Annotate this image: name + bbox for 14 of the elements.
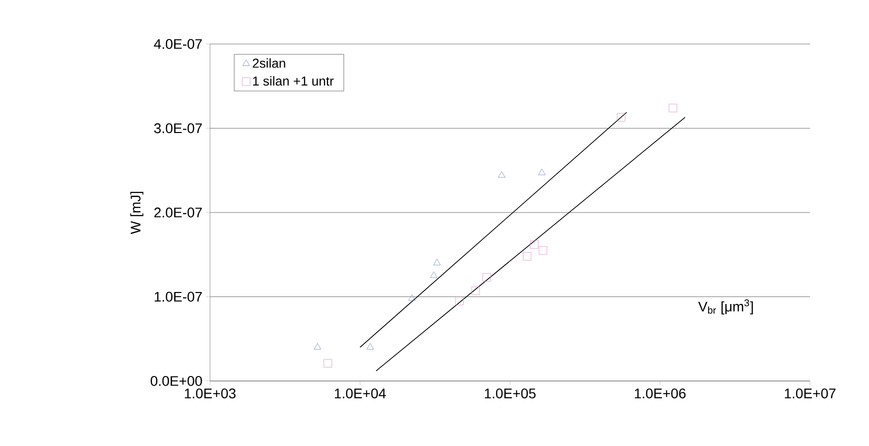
y-axis-title: W [mJ] <box>130 192 144 234</box>
x-tick-label: 1.0E+05 <box>484 388 536 398</box>
y-tick-label: 2.0E-07 <box>154 208 202 218</box>
y-tick-label: 3.0E-07 <box>154 123 202 134</box>
x-tick-label: 1.0E+07 <box>784 388 836 398</box>
x-tick-label: 1.0E+03 <box>184 388 236 398</box>
x-axis-title: V$_{br}$ [μm$^{3}$] <box>698 299 753 314</box>
x-tick-label: 1.0E+04 <box>334 388 386 398</box>
legend-label: 2silan <box>252 58 286 68</box>
y-tick-label: 4.0E-07 <box>154 39 202 49</box>
y-tick-label: 0.0E+00 <box>150 376 202 386</box>
y-tick-label: 1.0E-07 <box>154 292 202 302</box>
legend-label: 1 silan +1 untr <box>253 76 334 86</box>
x-tick-label: 1.0E+06 <box>634 388 686 398</box>
